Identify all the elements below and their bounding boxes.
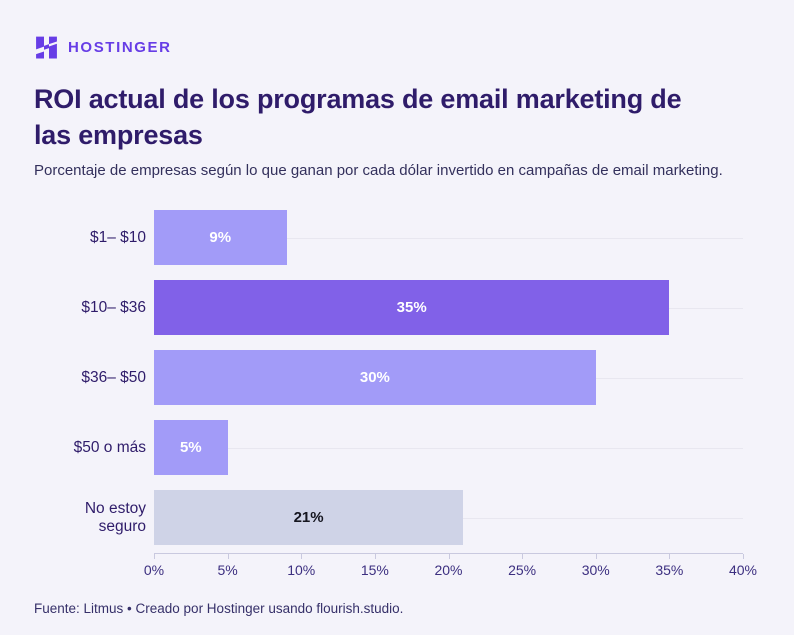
hostinger-logo-icon xyxy=(34,35,59,60)
category-label: $36– $50 xyxy=(81,368,146,386)
bar-track: 21% xyxy=(154,490,743,546)
bar-value-label: 30% xyxy=(359,369,390,387)
chart-row: $10– $36 35% xyxy=(34,273,760,343)
bar-track: 30% xyxy=(154,350,743,406)
category-label: $50 o más xyxy=(73,438,146,456)
x-axis-tick-mark xyxy=(227,553,229,559)
x-axis-tick-label: 5% xyxy=(217,561,238,578)
x-axis-tick-mark xyxy=(522,553,524,559)
x-axis: 0% 5% 10% 15% 20% 25% 30% 35% 40% xyxy=(144,552,757,585)
bar-track: 35% xyxy=(154,280,743,336)
row-gridline xyxy=(154,447,743,449)
x-axis-tick-mark xyxy=(448,553,450,559)
bar-track: 9% xyxy=(154,210,743,266)
category-label: No estoy seguro xyxy=(84,499,146,535)
bar: 35% xyxy=(154,280,670,336)
category-label: $1– $10 xyxy=(89,228,146,246)
chart-row: $50 o más 5% xyxy=(34,413,760,483)
x-axis-tick-mark xyxy=(154,553,155,559)
chart-rows: $1– $10 9% $10– $36 35% $36– $50 30% $50 o más… xyxy=(34,203,760,553)
x-axis-tick-label: 0% xyxy=(143,561,165,578)
x-axis-tick-mark xyxy=(595,553,597,559)
bar: 30% xyxy=(154,350,596,406)
chart-row: $1– $10 9% xyxy=(34,203,760,273)
bar: 5% xyxy=(154,420,228,476)
source-note: Fuente: Litmus • Creado por Hostinger us… xyxy=(34,600,404,616)
bar: 9% xyxy=(154,210,287,266)
bar-chart: $1– $10 9% $10– $36 35% $36– $50 30% $50 o más… xyxy=(34,203,760,585)
bar-value-label: 5% xyxy=(179,439,202,457)
x-axis-tick-label: 15% xyxy=(360,561,389,578)
brand-header: HOSTINGER xyxy=(34,34,760,60)
x-axis-tick-mark xyxy=(301,553,303,559)
hostinger-logo-wordmark: HOSTINGER xyxy=(68,38,172,56)
x-axis-tick-label: 10% xyxy=(287,561,316,578)
chart-row: $36– $50 30% xyxy=(34,343,760,413)
bar-track: 5% xyxy=(154,420,743,476)
x-axis-tick-label: 40% xyxy=(728,561,758,578)
x-axis-line xyxy=(154,552,743,554)
chart-title: ROI actual de los programas de email mar… xyxy=(34,84,682,150)
category-label: $10– $36 xyxy=(81,298,146,316)
x-axis-tick-mark xyxy=(669,553,671,559)
row-gridline xyxy=(154,237,743,239)
chart-row: No estoy seguro 21% xyxy=(34,483,760,553)
x-axis-tick-label: 20% xyxy=(434,561,463,578)
x-axis-tick-mark xyxy=(374,553,376,559)
bar-value-label: 9% xyxy=(209,229,232,247)
x-axis-tick-label: 25% xyxy=(508,561,537,578)
chart-subtitle: Porcentaje de empresas según lo que gana… xyxy=(34,161,723,179)
bar: 21% xyxy=(154,490,464,546)
x-axis-tick-mark xyxy=(743,553,744,559)
bar-value-label: 35% xyxy=(396,299,427,317)
x-axis-tick-label: 35% xyxy=(655,561,684,578)
bar-value-label: 21% xyxy=(293,509,324,527)
x-axis-tick-label: 30% xyxy=(581,561,610,578)
